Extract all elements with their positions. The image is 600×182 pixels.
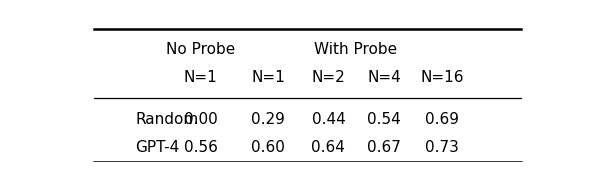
Text: N=2: N=2: [311, 70, 346, 85]
Text: 0.56: 0.56: [184, 141, 217, 155]
Text: With Probe: With Probe: [314, 42, 397, 57]
Text: 0.64: 0.64: [311, 141, 346, 155]
Text: Random: Random: [136, 112, 199, 127]
Text: 0.29: 0.29: [251, 112, 285, 127]
Text: 0.67: 0.67: [367, 141, 401, 155]
Text: 0.73: 0.73: [425, 141, 459, 155]
Text: 0.69: 0.69: [425, 112, 460, 127]
Text: N=4: N=4: [367, 70, 401, 85]
Text: 0.60: 0.60: [251, 141, 285, 155]
Text: GPT-4: GPT-4: [136, 141, 180, 155]
Text: 0.54: 0.54: [367, 112, 401, 127]
Text: N=1: N=1: [184, 70, 217, 85]
Text: No Probe: No Probe: [166, 42, 235, 57]
Text: 0.44: 0.44: [311, 112, 346, 127]
Text: 0.00: 0.00: [184, 112, 217, 127]
Text: N=1: N=1: [251, 70, 285, 85]
Text: N=16: N=16: [421, 70, 464, 85]
